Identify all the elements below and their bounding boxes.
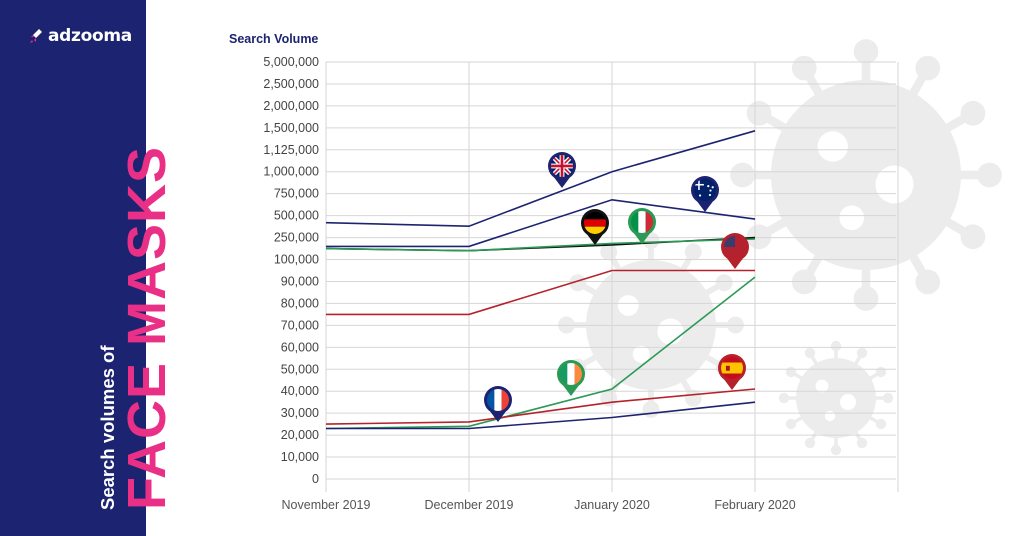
y-tick-label: 20,000 <box>281 428 319 442</box>
y-tick-label: 2,000,000 <box>263 99 319 113</box>
series-line-australia <box>326 198 756 248</box>
y-tick-label: 30,000 <box>281 406 319 420</box>
y-tick-label: 70,000 <box>281 318 319 332</box>
y-tick-label: 50,000 <box>281 362 319 376</box>
y-tick-label: 1,500,000 <box>263 121 319 135</box>
series-line-france <box>326 401 756 430</box>
y-tick-label: 0 <box>312 472 319 486</box>
brand-name: adzooma <box>48 26 132 46</box>
y-tick-label: 80,000 <box>281 296 319 310</box>
series-line-spain <box>325 388 756 425</box>
y-tick-label: 2,500,000 <box>263 77 319 91</box>
brand-logo: adzooma <box>30 26 132 46</box>
series-line-usa <box>326 269 755 316</box>
y-tick-label: 1,125,000 <box>263 143 319 157</box>
rocket-icon <box>30 29 42 43</box>
australia-flag-icon <box>691 176 719 212</box>
x-tick-label: January 2020 <box>574 498 650 512</box>
sidebar: adzooma Search volumes of FACE MASKS dur… <box>0 0 196 536</box>
series-line-ireland <box>325 276 756 430</box>
x-tick-label: December 2019 <box>425 498 514 512</box>
x-tick-label: February 2020 <box>714 498 795 512</box>
series-line-italy <box>325 238 756 252</box>
virus-icon <box>730 39 1002 311</box>
y-tick-label: 10,000 <box>281 450 319 464</box>
series-lines-layer <box>325 130 756 430</box>
y-tick-label: 40,000 <box>281 384 319 398</box>
virus-icon <box>778 340 894 456</box>
y-tick-label: 250,000 <box>274 231 319 245</box>
ireland-flag-icon <box>557 360 585 396</box>
flag-markers-layer <box>484 152 749 422</box>
labels-layer: 5,000,000 2,500,000 2,000,000 1,500,000 1,12… <box>229 32 796 512</box>
y-tick-label: 60,000 <box>281 340 319 354</box>
france-flag-icon <box>484 386 512 422</box>
y-tick-label: 500,000 <box>274 209 319 223</box>
y-tick-label: 90,000 <box>281 274 319 288</box>
usa-flag-icon <box>721 233 749 269</box>
uk-flag-icon <box>548 152 576 188</box>
x-tick-label: November 2019 <box>282 498 371 512</box>
y-tick-label: 5,000,000 <box>263 55 319 69</box>
italy-flag-icon <box>628 208 656 244</box>
y-tick-label: 100,000 <box>274 253 319 267</box>
spain-flag-icon <box>718 354 746 390</box>
y-tick-label: 1,000,000 <box>263 165 319 179</box>
y-tick-label: 750,000 <box>274 187 319 201</box>
series-line-uk <box>325 130 756 228</box>
germany-flag-icon <box>581 209 609 245</box>
grid-layer <box>325 61 899 492</box>
virus-decoration-layer <box>558 39 1002 456</box>
y-axis-title: Search Volume <box>229 32 318 46</box>
line-chart: 5,000,000 2,500,000 2,000,000 1,500,000 1,12… <box>229 32 1002 512</box>
